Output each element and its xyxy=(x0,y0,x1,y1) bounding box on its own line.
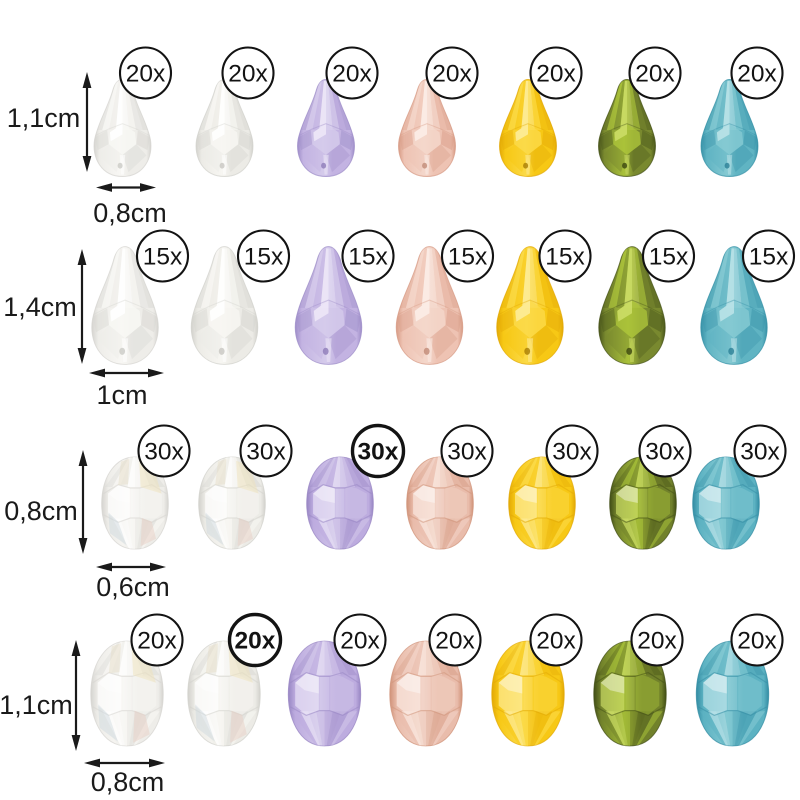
svg-text:20x: 20x xyxy=(536,628,576,655)
svg-text:0,8cm: 0,8cm xyxy=(93,198,167,228)
svg-text:30x: 30x xyxy=(645,439,685,466)
svg-text:15x: 15x xyxy=(244,244,284,271)
svg-text:15x: 15x xyxy=(649,244,689,271)
svg-text:15x: 15x xyxy=(143,244,183,271)
svg-text:20x: 20x xyxy=(235,628,276,655)
svg-text:20x: 20x xyxy=(228,61,268,88)
svg-text:30x: 30x xyxy=(144,439,184,466)
svg-text:30x: 30x xyxy=(447,439,487,466)
svg-text:1cm: 1cm xyxy=(96,380,147,410)
svg-text:20x: 20x xyxy=(432,61,472,88)
svg-text:15x: 15x xyxy=(545,244,585,271)
svg-text:15x: 15x xyxy=(348,244,388,271)
svg-text:20x: 20x xyxy=(536,61,576,88)
svg-text:20x: 20x xyxy=(737,628,777,655)
svg-text:30x: 30x xyxy=(358,439,399,466)
svg-text:0,6cm: 0,6cm xyxy=(96,572,170,602)
svg-text:0,8cm: 0,8cm xyxy=(4,496,78,526)
svg-text:1,1cm: 1,1cm xyxy=(7,103,81,133)
svg-text:30x: 30x xyxy=(552,439,592,466)
svg-text:15x: 15x xyxy=(448,244,488,271)
svg-text:30x: 30x xyxy=(246,439,286,466)
svg-text:15x: 15x xyxy=(749,244,789,271)
svg-text:20x: 20x xyxy=(340,628,380,655)
svg-text:20x: 20x xyxy=(637,628,677,655)
svg-text:20x: 20x xyxy=(332,61,372,88)
svg-text:20x: 20x xyxy=(737,61,777,88)
svg-text:20x: 20x xyxy=(435,628,475,655)
svg-text:0,8cm: 0,8cm xyxy=(91,767,165,797)
svg-text:1,4cm: 1,4cm xyxy=(3,292,77,322)
svg-text:20x: 20x xyxy=(137,628,177,655)
svg-text:30x: 30x xyxy=(740,439,780,466)
svg-text:1,1cm: 1,1cm xyxy=(0,690,73,720)
svg-text:20x: 20x xyxy=(126,61,166,88)
svg-text:20x: 20x xyxy=(635,61,675,88)
